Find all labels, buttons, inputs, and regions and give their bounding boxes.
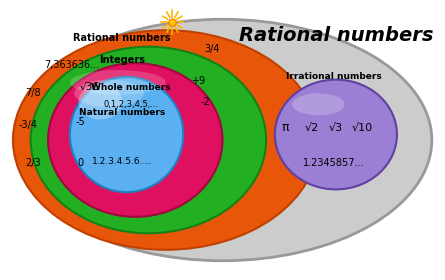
Text: 1.2345857...: 1.2345857...: [303, 158, 364, 168]
Ellipse shape: [292, 93, 344, 115]
Text: √10: √10: [352, 123, 372, 133]
Ellipse shape: [275, 80, 397, 189]
Text: √36: √36: [80, 81, 99, 92]
Text: Integers: Integers: [99, 55, 145, 66]
Ellipse shape: [70, 70, 166, 95]
Text: 0,1,2,3,4,5,...: 0,1,2,3,4,5,...: [103, 100, 158, 109]
Text: +9: +9: [191, 76, 206, 86]
Text: -2: -2: [200, 97, 210, 107]
Ellipse shape: [13, 19, 432, 261]
Ellipse shape: [48, 63, 222, 217]
Text: Rational numbers: Rational numbers: [239, 26, 433, 45]
Text: 3/4: 3/4: [204, 45, 219, 54]
Ellipse shape: [74, 80, 144, 107]
Text: -5: -5: [76, 117, 85, 127]
Text: √2: √2: [305, 123, 319, 133]
Text: √3: √3: [329, 123, 343, 133]
Text: Natural numbers: Natural numbers: [79, 108, 166, 117]
Text: Whole numbers: Whole numbers: [91, 83, 171, 92]
Text: π: π: [282, 121, 290, 134]
Text: Rational numbers: Rational numbers: [73, 34, 171, 43]
Ellipse shape: [70, 77, 183, 192]
Text: 7/8: 7/8: [25, 88, 40, 98]
Ellipse shape: [31, 47, 266, 233]
Text: 0: 0: [78, 158, 84, 168]
Text: 2/3: 2/3: [25, 158, 40, 168]
Ellipse shape: [13, 30, 319, 250]
Text: 1.2.3.4.5.6....: 1.2.3.4.5.6....: [92, 157, 152, 166]
Text: Irrational numbers: Irrational numbers: [286, 73, 381, 81]
Text: 7,363636...: 7,363636...: [44, 60, 100, 69]
Ellipse shape: [79, 84, 122, 120]
Text: -3/4: -3/4: [19, 120, 38, 130]
